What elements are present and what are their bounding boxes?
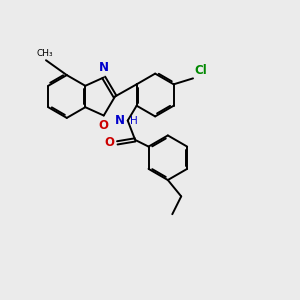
Text: O: O: [104, 136, 114, 149]
Text: H: H: [130, 116, 138, 126]
Text: N: N: [115, 114, 125, 127]
Text: N: N: [99, 61, 109, 74]
Text: Cl: Cl: [194, 64, 207, 77]
Text: CH₃: CH₃: [36, 49, 53, 58]
Text: O: O: [99, 119, 109, 132]
